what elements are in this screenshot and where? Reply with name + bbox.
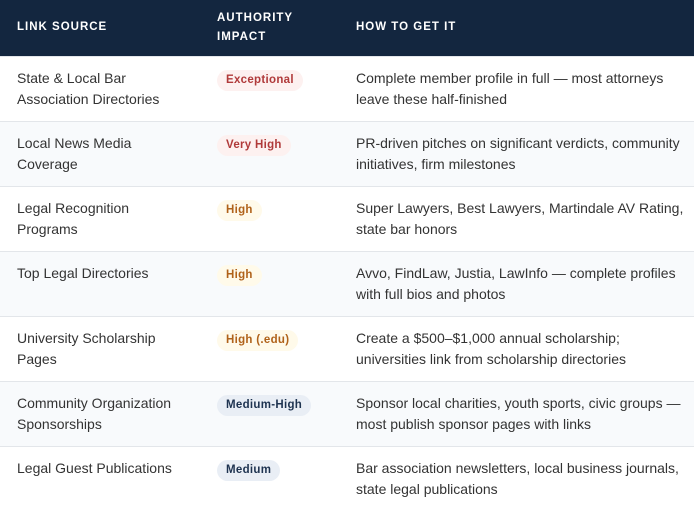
- impact-cell: Exceptional: [200, 55, 339, 121]
- header-how-to-get-it: HOW TO GET IT: [339, 0, 694, 56]
- table-row: State & Local Bar Association Directorie…: [0, 55, 694, 121]
- link-source-cell: Legal Guest Publications: [0, 445, 200, 511]
- table-header: LINK SOURCE AUTHORITY IMPACT HOW TO GET …: [0, 0, 694, 56]
- header-authority-impact: AUTHORITY IMPACT: [200, 0, 339, 56]
- link-source-cell: University Scholarship Pages: [0, 315, 200, 381]
- impact-badge: High: [217, 199, 262, 221]
- impact-badge: Medium-High: [217, 394, 312, 416]
- how-to-cell: Super Lawyers, Best Lawyers, Martindale …: [339, 185, 694, 251]
- link-source-cell: Local News Media Coverage: [0, 120, 200, 186]
- impact-cell: Very High: [200, 120, 339, 186]
- table-row: Legal Guest Publications Medium Bar asso…: [0, 445, 694, 511]
- impact-cell: Medium-High: [200, 380, 339, 446]
- how-to-cell: Complete member profile in full — most a…: [339, 55, 694, 121]
- table-row: Community Organization Sponsorships Medi…: [0, 380, 694, 446]
- impact-badge: High (.edu): [217, 329, 299, 351]
- how-to-cell: PR-driven pitches on significant verdict…: [339, 120, 694, 186]
- how-to-cell: Sponsor local charities, youth sports, c…: [339, 380, 694, 446]
- link-source-cell: Community Organization Sponsorships: [0, 380, 200, 446]
- how-to-cell: Avvo, FindLaw, Justia, LawInfo — complet…: [339, 250, 694, 316]
- how-to-cell: Bar association newsletters, local busin…: [339, 445, 694, 511]
- table-row: University Scholarship Pages High (.edu)…: [0, 315, 694, 381]
- impact-cell: High: [200, 185, 339, 251]
- link-source-cell: State & Local Bar Association Directorie…: [0, 55, 200, 121]
- table-row: Local News Media Coverage Very High PR-d…: [0, 120, 694, 186]
- impact-badge: Medium: [217, 459, 281, 481]
- impact-badge: Exceptional: [217, 69, 303, 91]
- impact-badge: Very High: [217, 134, 291, 156]
- link-source-cell: Legal Recognition Programs: [0, 185, 200, 251]
- how-to-cell: Create a $500–$1,000 annual scholarship;…: [339, 315, 694, 381]
- table-row: Legal Recognition Programs High Super La…: [0, 185, 694, 251]
- header-link-source: LINK SOURCE: [0, 0, 200, 56]
- impact-cell: High: [200, 250, 339, 316]
- impact-cell: Medium: [200, 445, 339, 511]
- impact-cell: High (.edu): [200, 315, 339, 381]
- link-source-cell: Top Legal Directories: [0, 250, 200, 316]
- impact-badge: High: [217, 264, 262, 286]
- table-row: Top Legal Directories High Avvo, FindLaw…: [0, 250, 694, 316]
